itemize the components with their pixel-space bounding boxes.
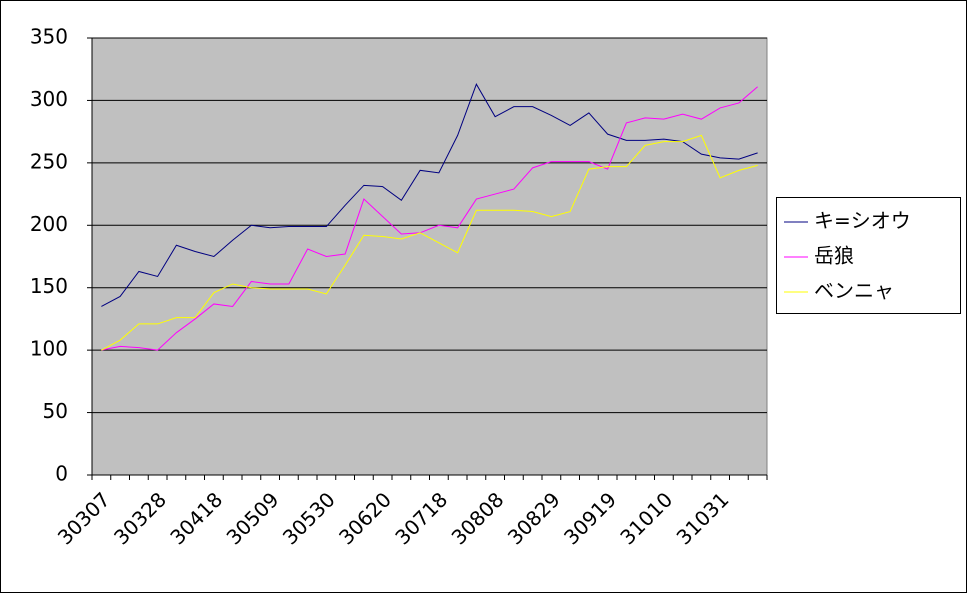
series-line <box>101 86 758 351</box>
y-tick-label: 100 <box>30 337 68 361</box>
y-tick-label: 150 <box>30 274 68 298</box>
series-line <box>101 134 758 351</box>
y-tick-label: 250 <box>30 149 68 173</box>
y-tick-label: 200 <box>30 212 68 236</box>
plot-area <box>91 37 768 476</box>
legend-label: 岳狼 <box>814 244 854 268</box>
series-line <box>101 83 758 307</box>
y-tick-label: 0 <box>55 462 68 486</box>
y-tick-label: 50 <box>43 399 68 423</box>
y-tick-label: 350 <box>30 25 68 49</box>
legend-label: キ=シオウ <box>814 209 911 233</box>
legend-label: ベンニャ <box>814 279 894 303</box>
y-tick-label: 300 <box>30 87 68 111</box>
legend <box>776 197 961 314</box>
